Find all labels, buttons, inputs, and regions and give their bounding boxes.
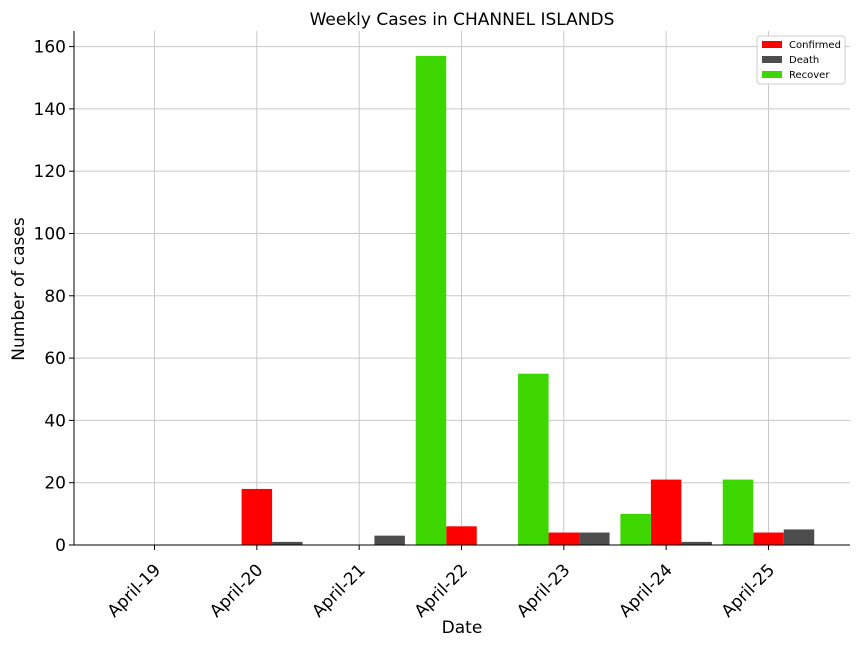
x-tick-label-5: April-24 [615,560,676,621]
bar-death-april-20 [272,541,303,545]
legend-label-confirmed: Confirmed [789,40,841,51]
y-tick-label-2: 40 [44,411,66,431]
y-tick-label-3: 60 [44,349,66,369]
bar-death-april-23 [579,532,610,545]
bar-recover-april-25 [722,479,754,545]
bar-confirmed-april-24 [650,479,682,545]
y-tick-label-7: 140 [34,100,66,120]
bar-confirmed-april-22 [446,526,477,545]
y-tick-labels: 0 20 40 60 80 100 120 140 160 [34,38,66,556]
chart-title: Weekly Cases in CHANNEL ISLANDS [310,10,615,30]
bar-recover-april-24 [620,513,651,545]
x-tick-labels: April-19 April-20 April-21 April-22 April-23… [104,560,779,621]
bar-confirmed-april-23 [548,532,580,545]
bar-death-april-21 [374,535,405,545]
y-tick-label-1: 20 [44,474,66,494]
bar-recover-april-23 [518,373,549,545]
bar-death-april-24 [681,541,712,545]
legend-swatch-death [762,56,782,63]
x-tick-label-0: April-19 [104,560,165,621]
legend-label-recover: Recover [789,70,830,81]
y-tick-label-0: 0 [55,536,66,556]
bar-confirmed-april-20 [241,488,273,545]
y-axis-label: Number of cases [9,217,29,361]
legend: Confirmed Death Recover [756,35,846,85]
bar-confirmed-april-25 [753,532,784,545]
y-tick-label-5: 100 [34,224,66,244]
axes-group [69,31,850,550]
x-tick-label-4: April-23 [513,560,574,621]
y-tick-label-6: 120 [34,162,66,182]
x-axis-label: Date [442,618,483,638]
bars-group [241,55,815,546]
bar-death-april-25 [783,529,815,545]
legend-swatch-recover [762,71,782,78]
x-tick-label-1: April-20 [206,560,267,621]
grid-lines [74,31,850,546]
legend-swatch-confirmed [762,41,782,48]
y-tick-label-4: 80 [44,287,66,307]
y-tick-label-8: 160 [34,38,66,58]
legend-label-death: Death [789,55,819,66]
x-tick-label-6: April-25 [718,560,779,621]
bar-recover-april-22 [415,55,447,546]
x-tick-label-3: April-22 [411,560,472,621]
x-tick-label-2: April-21 [308,560,369,621]
